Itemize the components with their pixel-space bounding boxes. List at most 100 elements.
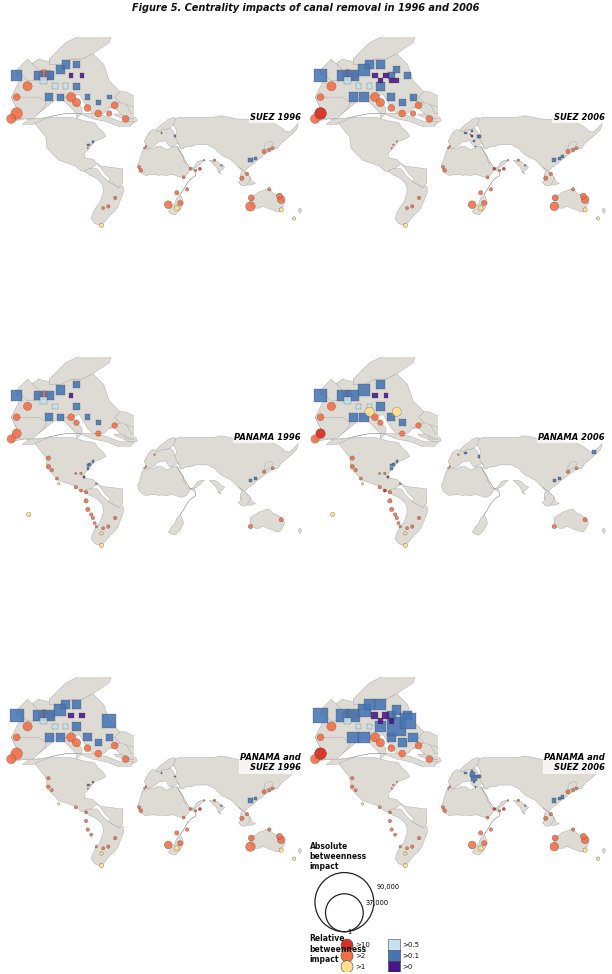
Polygon shape (138, 787, 196, 855)
Circle shape (13, 733, 20, 741)
Circle shape (404, 852, 407, 855)
Text: >2: >2 (356, 953, 366, 959)
Circle shape (279, 848, 283, 852)
Circle shape (45, 711, 54, 720)
Polygon shape (9, 118, 123, 188)
Bar (83, 476, 86, 478)
Bar (248, 158, 253, 163)
Circle shape (74, 805, 77, 808)
Circle shape (102, 527, 105, 530)
Circle shape (100, 532, 103, 535)
Circle shape (310, 114, 319, 124)
Polygon shape (264, 141, 273, 152)
Bar (45, 93, 53, 101)
Circle shape (271, 787, 274, 790)
Bar (408, 732, 418, 742)
Polygon shape (413, 102, 440, 119)
Circle shape (411, 525, 414, 528)
Bar (73, 403, 80, 410)
Circle shape (50, 789, 53, 792)
Circle shape (378, 805, 381, 808)
Text: PANAMA 2006: PANAMA 2006 (538, 432, 605, 442)
Circle shape (315, 108, 326, 119)
Circle shape (95, 845, 98, 848)
Circle shape (240, 176, 244, 180)
Bar (404, 72, 411, 79)
Bar (69, 713, 74, 719)
Circle shape (182, 175, 185, 179)
Circle shape (203, 800, 205, 802)
Circle shape (113, 837, 117, 840)
Polygon shape (315, 737, 351, 759)
Circle shape (139, 808, 143, 812)
Polygon shape (60, 97, 82, 119)
Circle shape (267, 188, 271, 191)
Circle shape (315, 748, 326, 760)
Circle shape (376, 98, 384, 107)
Circle shape (370, 732, 379, 742)
Bar (359, 93, 368, 101)
Circle shape (550, 843, 559, 851)
Text: 37,000: 37,000 (366, 900, 389, 906)
Circle shape (316, 429, 325, 438)
Polygon shape (542, 807, 554, 826)
Bar (477, 134, 480, 138)
Circle shape (549, 172, 553, 175)
Bar (80, 73, 84, 78)
Circle shape (248, 195, 254, 201)
Circle shape (583, 848, 588, 852)
Bar (357, 703, 370, 717)
Bar (314, 389, 327, 402)
Circle shape (315, 748, 326, 760)
Bar (470, 774, 471, 775)
Bar (56, 732, 65, 742)
Polygon shape (419, 731, 440, 748)
Polygon shape (209, 480, 225, 494)
Polygon shape (22, 754, 133, 770)
Circle shape (177, 841, 183, 845)
Polygon shape (448, 768, 488, 789)
Text: 90,000: 90,000 (376, 884, 400, 890)
Bar (347, 709, 360, 722)
Circle shape (379, 472, 381, 474)
Polygon shape (315, 693, 440, 762)
Circle shape (87, 788, 89, 789)
Circle shape (23, 722, 32, 731)
Circle shape (361, 482, 364, 485)
Polygon shape (313, 758, 427, 828)
Circle shape (47, 785, 50, 789)
Circle shape (277, 834, 283, 840)
Bar (160, 772, 162, 774)
Circle shape (391, 788, 392, 789)
Circle shape (359, 477, 362, 480)
Circle shape (84, 499, 88, 503)
Polygon shape (138, 467, 196, 535)
Polygon shape (114, 754, 138, 764)
Polygon shape (602, 848, 606, 853)
Circle shape (195, 809, 197, 812)
Bar (475, 786, 476, 788)
Circle shape (317, 414, 324, 421)
Polygon shape (84, 809, 124, 866)
Circle shape (47, 456, 51, 460)
Circle shape (47, 776, 50, 780)
Circle shape (388, 491, 392, 494)
Polygon shape (568, 462, 577, 471)
Bar (558, 157, 561, 160)
Circle shape (341, 939, 353, 952)
Bar (358, 64, 370, 76)
Text: SUEZ 2006: SUEZ 2006 (554, 113, 605, 122)
Circle shape (13, 414, 20, 421)
Bar (69, 393, 73, 397)
Bar (356, 84, 362, 89)
Circle shape (441, 805, 444, 808)
Polygon shape (11, 374, 136, 441)
Bar (477, 774, 480, 778)
Polygon shape (173, 116, 299, 185)
Polygon shape (209, 160, 225, 174)
Polygon shape (60, 737, 82, 759)
Bar (34, 391, 43, 400)
Circle shape (415, 742, 422, 749)
Circle shape (552, 195, 558, 201)
Bar (52, 724, 58, 730)
